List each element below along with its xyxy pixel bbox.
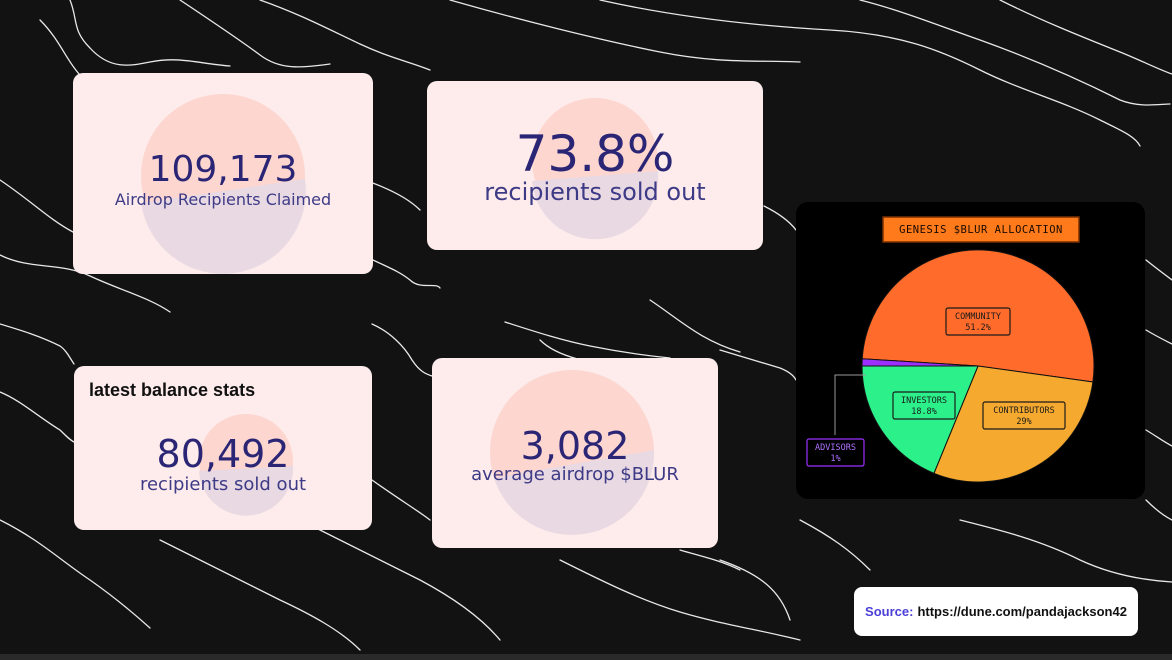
slice-value-advisors: 1%: [830, 454, 840, 464]
label-box-advisors: [806, 438, 865, 467]
stat-label: recipients sold out: [484, 178, 706, 206]
stat-card-average-airdrop: 3,082 average airdrop $BLUR: [432, 358, 718, 548]
advisors-leader-line: [834, 374, 866, 435]
slice-label-investors: INVESTORS: [901, 396, 947, 406]
stat-value: 3,082: [520, 424, 630, 468]
section-heading: latest balance stats: [89, 380, 256, 400]
stat-value: 80,492: [156, 432, 290, 476]
stat-card-sold-percentage: 73.8% recipients sold out: [427, 81, 763, 250]
source-link[interactable]: https://dune.com/pandajackson42: [917, 604, 1127, 619]
stat-label: recipients sold out: [139, 474, 307, 495]
label-box-community: [945, 307, 1011, 336]
decorative-circle: [490, 370, 655, 535]
label-box-investors: [892, 391, 956, 420]
source-label: Source:: [865, 604, 914, 619]
allocation-pie-chart: GENESIS $BLUR ALLOCATION COMMUNITY 51.2% C…: [796, 202, 1145, 499]
slice-value-contributors: 29%: [1016, 417, 1031, 427]
decorative-circle: [532, 98, 659, 240]
bottom-strip: [0, 654, 1172, 660]
slice-label-community: COMMUNITY: [955, 312, 1001, 322]
chart-title-box: [882, 216, 1080, 243]
label-box-contributors: [982, 401, 1066, 430]
stat-label: Airdrop Recipients Claimed: [114, 190, 332, 209]
slice-label-contributors: CONTRIBUTORS: [993, 406, 1054, 416]
decorative-circle: [199, 414, 294, 516]
pie-slice-advisors: [861, 358, 979, 367]
stat-card-recipients-claimed: 109,173 Airdrop Recipients Claimed: [73, 73, 373, 274]
slice-value-community: 51.2%: [965, 323, 991, 333]
decorative-circle: [141, 94, 306, 274]
stat-value: 73.8%: [515, 125, 675, 183]
chart-title: GENESIS $BLUR ALLOCATION: [899, 224, 1063, 236]
stat-label: average airdrop $BLUR: [471, 464, 679, 485]
slice-value-investors: 18.8%: [911, 407, 937, 417]
stat-card-latest-balance: latest balance stats 80,492 recipients s…: [74, 366, 372, 530]
source-attribution[interactable]: Source: https://dune.com/pandajackson42: [854, 587, 1138, 636]
slice-label-advisors: ADVISORS: [815, 443, 856, 453]
stat-value: 109,173: [148, 149, 298, 190]
